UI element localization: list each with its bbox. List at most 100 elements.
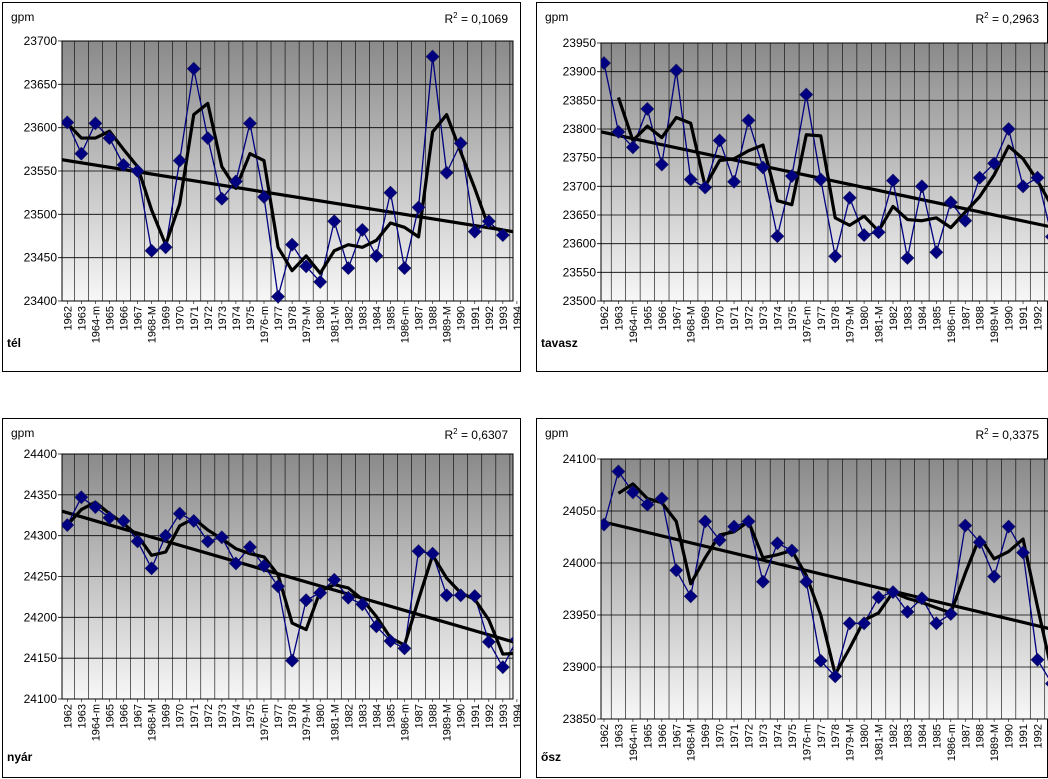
x-tick-label: 1971 [729, 306, 741, 330]
x-tick-label: 1967 [133, 704, 145, 728]
x-tick-label: 1963 [613, 724, 625, 748]
x-tick-label: 1975 [787, 724, 799, 748]
x-tick-label: 1987 [414, 306, 426, 330]
x-tick-label: 1976-m [259, 704, 271, 741]
x-tick-label: 1978 [830, 724, 842, 748]
y-tick-label: 24300 [24, 529, 58, 543]
y-tick-label: 23800 [563, 122, 597, 136]
y-tick-label: 24100 [563, 452, 597, 466]
x-tick-label: 1992 [484, 306, 496, 330]
x-tick-label: 1981-M [874, 306, 886, 343]
x-tick-label: 1984 [371, 306, 383, 330]
y-tick-label: 23900 [563, 65, 597, 79]
x-tick-label: 1992 [484, 704, 496, 728]
x-tick-label: 1976-m [259, 306, 271, 343]
x-tick-label: 1992 [1033, 306, 1045, 330]
x-tick-label: 1968-M [686, 724, 698, 761]
x-tick-label: 1974 [772, 724, 784, 748]
x-tick-label: 1991 [1018, 724, 1030, 748]
x-tick-label: 1964-m [90, 306, 102, 343]
x-tick-label: 1988 [975, 724, 987, 748]
x-tick-label: 1990 [456, 306, 468, 330]
x-tick-label: 1962 [62, 306, 74, 330]
x-tick-label: 1966 [657, 724, 669, 748]
x-tick-label: 1965 [104, 306, 116, 330]
x-tick-label: 1962 [62, 704, 74, 728]
y-tick-label: 23500 [24, 207, 58, 221]
x-tick-label: 1994 [512, 306, 522, 330]
y-tick-label: 23650 [563, 208, 597, 222]
x-tick-label: 1969 [700, 724, 712, 748]
x-tick-label: 1975 [245, 306, 257, 330]
x-tick-label: 1973 [217, 704, 229, 728]
x-tick-label: 1982 [888, 724, 900, 748]
y-tick-label: 23850 [563, 712, 597, 726]
x-tick-label: 1989-M [989, 306, 1001, 343]
x-tick-label: 1981-M [329, 704, 341, 741]
x-tick-label: 1975 [787, 306, 799, 330]
x-tick-label: 1976-m [801, 306, 813, 343]
x-tick-label: 1983 [902, 724, 914, 748]
x-tick-label: 1991 [470, 704, 482, 728]
x-tick-label: 1985 [931, 724, 943, 748]
x-tick-label: 1973 [758, 306, 770, 330]
x-tick-label: 1986-m [946, 306, 958, 343]
y-tick-label: 23850 [563, 93, 597, 107]
y-tick-label: 24100 [24, 692, 58, 706]
y-tick-label: 24400 [24, 447, 58, 461]
plot-background [601, 43, 1048, 301]
x-tick-label: 1990 [456, 704, 468, 728]
y-tick-label: 23550 [563, 265, 597, 279]
x-tick-label: 1965 [642, 306, 654, 330]
x-tick-label: 1984 [371, 704, 383, 728]
x-tick-label: 1989-M [442, 306, 454, 343]
y-tick-label: 24000 [563, 556, 597, 570]
x-tick-label: 1966 [119, 306, 131, 330]
x-tick-label: 1978 [830, 306, 842, 330]
x-tick-label: 1962 [599, 724, 611, 748]
x-tick-label: 1980 [859, 724, 871, 748]
y-tick-label: 23600 [563, 237, 597, 251]
x-tick-label: 1963 [613, 306, 625, 330]
x-tick-label: 1974 [772, 306, 784, 330]
x-tick-label: 1992 [1033, 724, 1045, 748]
y-tick-label: 24150 [24, 651, 58, 665]
x-tick-label: 1975 [245, 704, 257, 728]
x-tick-label: 1972 [203, 306, 215, 330]
y-tick-label: 23700 [24, 34, 58, 48]
x-tick-label: 1990 [1004, 306, 1016, 330]
x-tick-label: 1964-m [90, 704, 102, 741]
x-tick-label: 1968-M [147, 704, 159, 741]
x-tick-label: 1970 [175, 704, 187, 728]
x-tick-label: 1967 [133, 306, 145, 330]
x-tick-label: 1979-M [845, 306, 857, 343]
x-tick-label: 1967 [671, 306, 683, 330]
x-tick-label: 1969 [161, 704, 173, 728]
x-tick-label: 1982 [888, 306, 900, 330]
x-tick-label: 1989-M [442, 704, 454, 741]
x-tick-label: 1988 [428, 704, 440, 728]
x-tick-label: 1977 [273, 704, 285, 728]
x-tick-label: 1965 [642, 724, 654, 748]
x-tick-label: 1971 [189, 306, 201, 330]
x-tick-label: 1977 [816, 306, 828, 330]
x-tick-label: 1968-M [686, 306, 698, 343]
x-tick-label: 1994 [512, 704, 522, 728]
y-tick-label: 23550 [24, 164, 58, 178]
y-tick-label: 24350 [24, 488, 58, 502]
x-tick-label: 1989-M [989, 724, 1001, 761]
y-tick-label: 24050 [563, 504, 597, 518]
x-tick-label: 1977 [273, 306, 285, 330]
x-tick-label: 1983 [357, 306, 369, 330]
x-tick-label: 1964-m [628, 306, 640, 343]
x-tick-label: 1988 [428, 306, 440, 330]
y-tick-label: 23900 [563, 660, 597, 674]
x-tick-label: 1984 [917, 724, 929, 748]
x-tick-label: 1977 [816, 724, 828, 748]
x-tick-label: 1991 [1018, 306, 1030, 330]
x-tick-label: 1963 [76, 704, 88, 728]
